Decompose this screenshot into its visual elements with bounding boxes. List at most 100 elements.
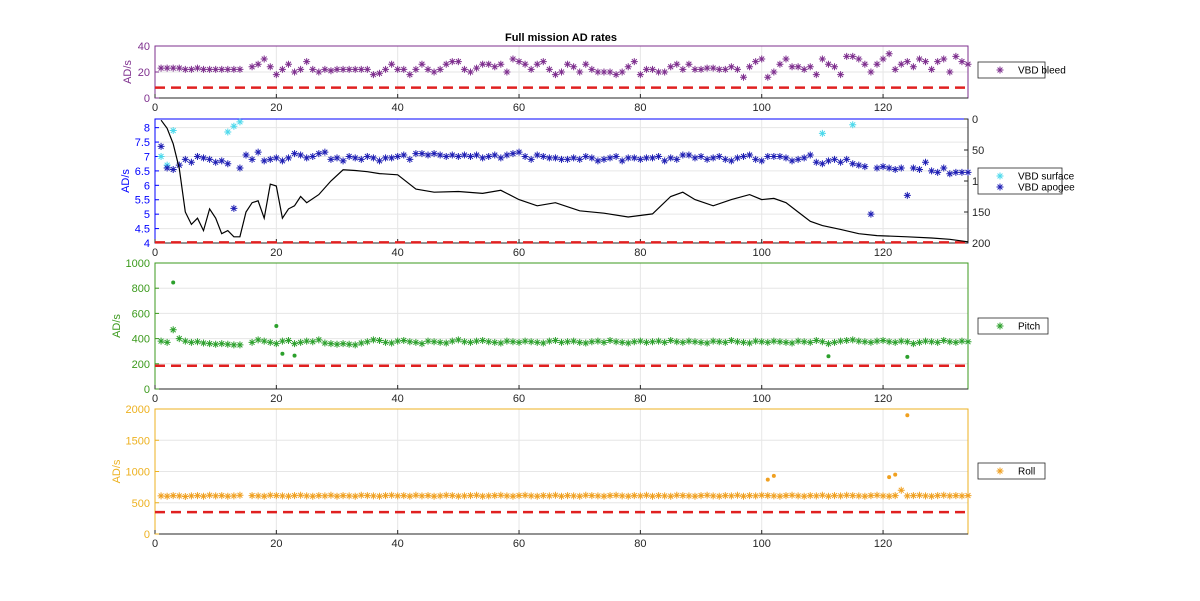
data-point [169, 64, 177, 72]
data-point [740, 492, 748, 500]
y-tick-label: 8 [144, 123, 150, 135]
data-point [406, 71, 414, 79]
data-point [315, 68, 323, 76]
data-point [576, 492, 584, 500]
legend-marker [996, 183, 1004, 191]
data-point [460, 65, 468, 73]
data-point [224, 160, 232, 168]
data-point [503, 68, 511, 76]
data-point [765, 477, 770, 482]
data-point [570, 337, 578, 345]
data-point [867, 338, 875, 346]
data-point [905, 354, 910, 359]
data-point [363, 152, 371, 160]
data-point [242, 151, 250, 159]
data-point [266, 63, 274, 71]
data-point [582, 339, 590, 347]
data-point [181, 155, 189, 163]
data-point [181, 65, 189, 73]
data-point [254, 492, 262, 500]
y-tick-label: 5.5 [135, 195, 150, 207]
data-point [691, 65, 699, 73]
data-point [260, 337, 268, 345]
data-point [794, 337, 802, 345]
data-point [843, 52, 851, 60]
x-tick-label: 0 [152, 393, 158, 405]
data-point [952, 492, 960, 500]
data-point [236, 164, 244, 172]
y-axis-label: AD/s [122, 60, 134, 84]
data-point [733, 65, 741, 73]
data-point [709, 64, 717, 72]
data-point [855, 55, 863, 63]
data-point [770, 68, 778, 76]
data-point [922, 337, 930, 345]
data-point [339, 340, 347, 348]
data-point [394, 337, 402, 345]
data-point [280, 351, 285, 356]
data-point [667, 492, 675, 500]
data-point [274, 324, 279, 328]
data-point [315, 492, 323, 500]
depth-line [160, 119, 969, 243]
data-point [345, 152, 353, 160]
data-point [551, 491, 559, 499]
data-point [594, 157, 602, 165]
data-point [272, 154, 280, 162]
data-point [418, 60, 426, 68]
data-point [594, 492, 602, 500]
data-point [430, 492, 438, 500]
data-point [867, 210, 875, 218]
data-point [837, 71, 845, 79]
plot-frame [154, 118, 969, 244]
x-tick-label: 80 [634, 538, 646, 550]
data-point [946, 492, 954, 500]
data-point [909, 492, 917, 500]
y-tick-label: 500 [132, 498, 150, 510]
data-point [752, 58, 760, 66]
data-point [679, 65, 687, 73]
data-point [171, 280, 176, 285]
data-point [873, 337, 881, 345]
data-point [752, 155, 760, 163]
data-point [230, 122, 238, 130]
data-point [309, 152, 317, 160]
legend-marker [996, 172, 1004, 180]
data-point [187, 338, 195, 346]
data-point [503, 151, 511, 159]
data-point [612, 338, 620, 346]
data-point [248, 63, 256, 71]
data-point [618, 68, 626, 76]
data-point [612, 491, 620, 499]
data-point [915, 338, 923, 346]
data-point [818, 160, 826, 168]
y-tick-label: 600 [132, 308, 150, 320]
data-point [406, 338, 414, 346]
data-point [292, 353, 297, 358]
data-point [649, 65, 657, 73]
data-point [369, 336, 377, 344]
data-point [697, 338, 705, 346]
data-point [958, 492, 966, 500]
data-point [175, 492, 183, 500]
legend-label: VBD apogee [1018, 183, 1075, 194]
data-point [539, 339, 547, 347]
data-point [594, 68, 602, 76]
data-point [885, 164, 893, 172]
data-point [551, 71, 559, 79]
data-point [375, 336, 383, 344]
data-point [600, 338, 608, 346]
data-point [230, 65, 238, 73]
data-point [788, 157, 796, 165]
data-point [818, 338, 826, 346]
data-point [861, 338, 869, 346]
data-point [673, 60, 681, 68]
data-point [291, 340, 299, 348]
data-point [891, 492, 899, 500]
data-point [618, 157, 626, 165]
data-point [642, 338, 650, 346]
data-point [382, 154, 390, 162]
data-point [509, 338, 517, 346]
data-point [685, 337, 693, 345]
data-point [727, 336, 735, 344]
